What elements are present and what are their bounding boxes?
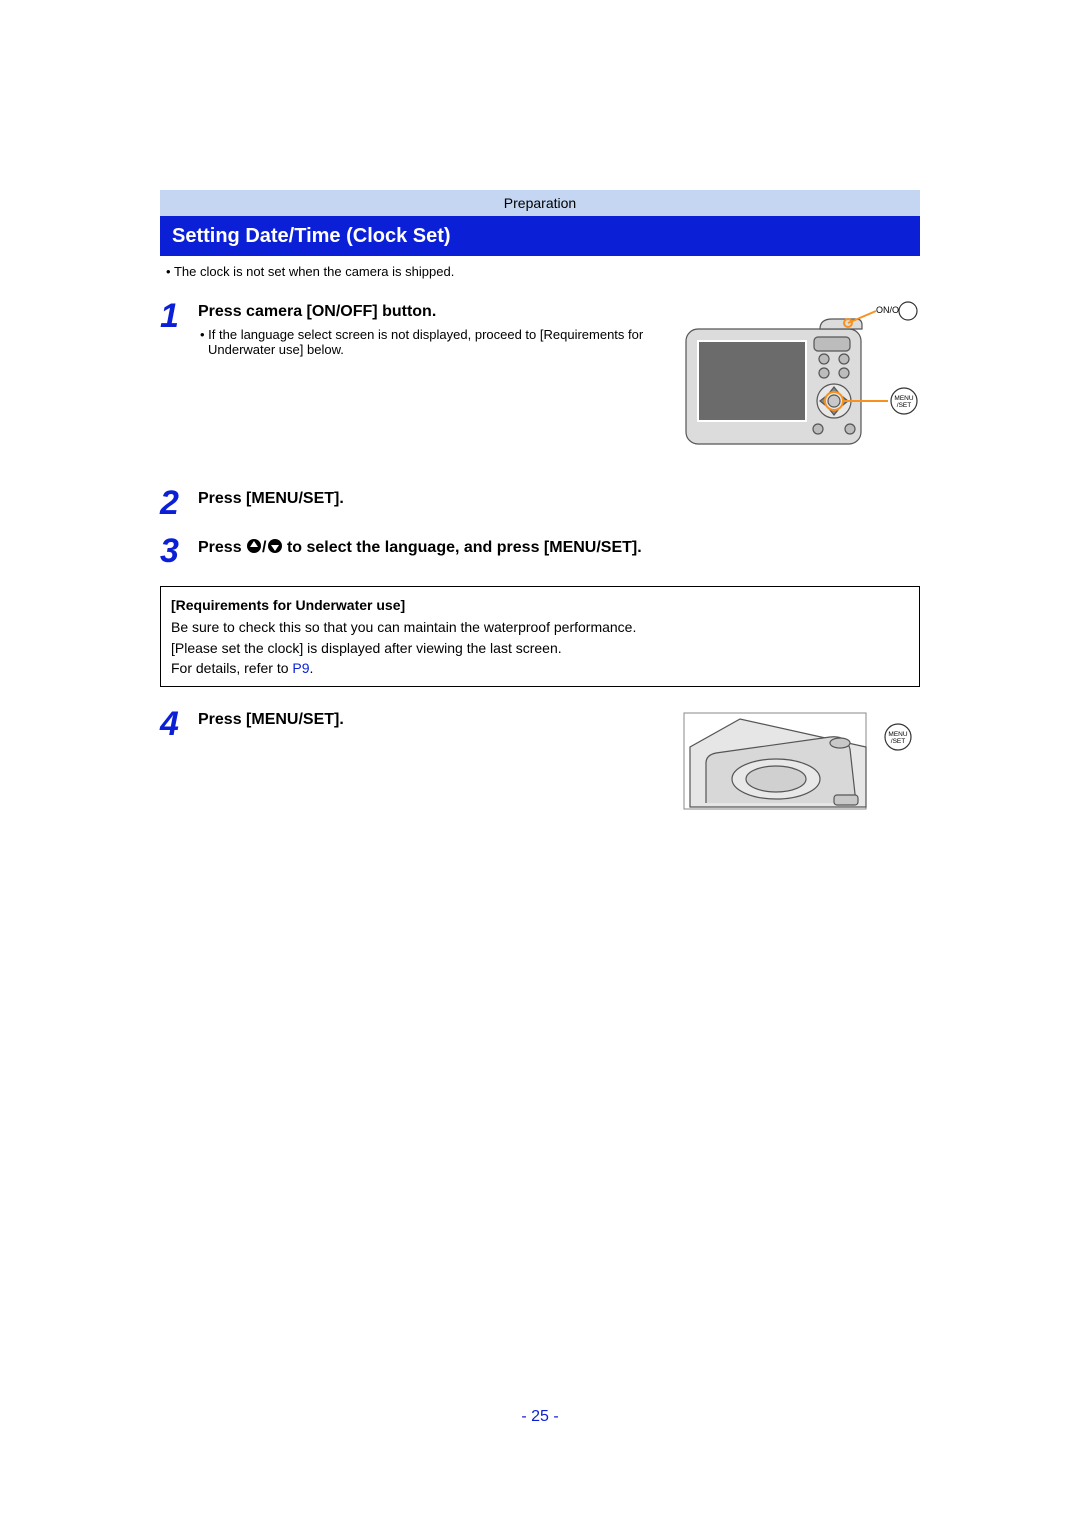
section-header-text: Preparation xyxy=(504,195,576,211)
up-arrow-icon xyxy=(246,538,262,554)
step-3-number: 3 xyxy=(160,534,198,568)
svg-text:MENU: MENU xyxy=(888,731,907,738)
step-2-number: 2 xyxy=(160,486,198,520)
svg-text:MENU: MENU xyxy=(894,395,913,402)
step-1-title: Press camera [ON/OFF] button. xyxy=(198,303,672,321)
page-number: - 25 - xyxy=(0,1408,1080,1426)
page-title-bar: Setting Date/Time (Clock Set) xyxy=(160,216,920,256)
step-4: 4 Press [MENU/SET]. xyxy=(160,707,920,820)
page-container: Preparation Setting Date/Time (Clock Set… xyxy=(0,0,1080,1526)
intro-text: The clock is not set when the camera is … xyxy=(174,264,454,279)
step-2-body: Press [MENU/SET]. xyxy=(198,486,920,508)
section-header: Preparation xyxy=(160,190,920,216)
step-1-number: 1 xyxy=(160,299,198,333)
camera-closeup-diagram: MENU /SET xyxy=(680,707,920,817)
step-1-illustration: ON/OFF MENU /SET xyxy=(680,299,920,462)
step-3-body: Press / to select the language, and pres… xyxy=(198,534,920,557)
menuset-icon: MENU /SET xyxy=(891,388,917,414)
down-arrow-icon xyxy=(267,538,283,554)
svg-text:/SET: /SET xyxy=(897,402,911,409)
step-4-number: 4 xyxy=(160,707,198,741)
info-box-title: [Requirements for Underwater use] xyxy=(171,595,909,615)
step-4-body: Press [MENU/SET]. xyxy=(198,707,672,729)
intro-note: • The clock is not set when the camera i… xyxy=(160,264,920,279)
p9-link[interactable]: P9 xyxy=(292,660,309,676)
menuset-icon-2: MENU /SET xyxy=(885,724,911,750)
step-1-body: Press camera [ON/OFF] button. If the lan… xyxy=(198,299,672,357)
info-box-line1: Be sure to check this so that you can ma… xyxy=(171,617,909,637)
info-box-line3: For details, refer to P9. xyxy=(171,658,909,678)
svg-text:/SET: /SET xyxy=(891,738,905,745)
camera-back-diagram: ON/OFF MENU /SET xyxy=(680,299,920,459)
step-2-title: Press [MENU/SET]. xyxy=(198,490,920,508)
step-3: 3 Press / to select the language, and pr… xyxy=(160,534,920,568)
step-1: 1 Press camera [ON/OFF] button. If the l… xyxy=(160,299,920,462)
step-1-bullet: If the language select screen is not dis… xyxy=(198,327,672,357)
underwater-info-box: [Requirements for Underwater use] Be sur… xyxy=(160,586,920,687)
step-2: 2 Press [MENU/SET]. xyxy=(160,486,920,520)
page-title: Setting Date/Time (Clock Set) xyxy=(172,225,451,247)
step-3-title: Press / to select the language, and pres… xyxy=(198,538,920,557)
step-4-title: Press [MENU/SET]. xyxy=(198,711,672,729)
step-4-illustration: MENU /SET xyxy=(680,707,920,820)
info-box-line2: [Please set the clock] is displayed afte… xyxy=(171,638,909,658)
